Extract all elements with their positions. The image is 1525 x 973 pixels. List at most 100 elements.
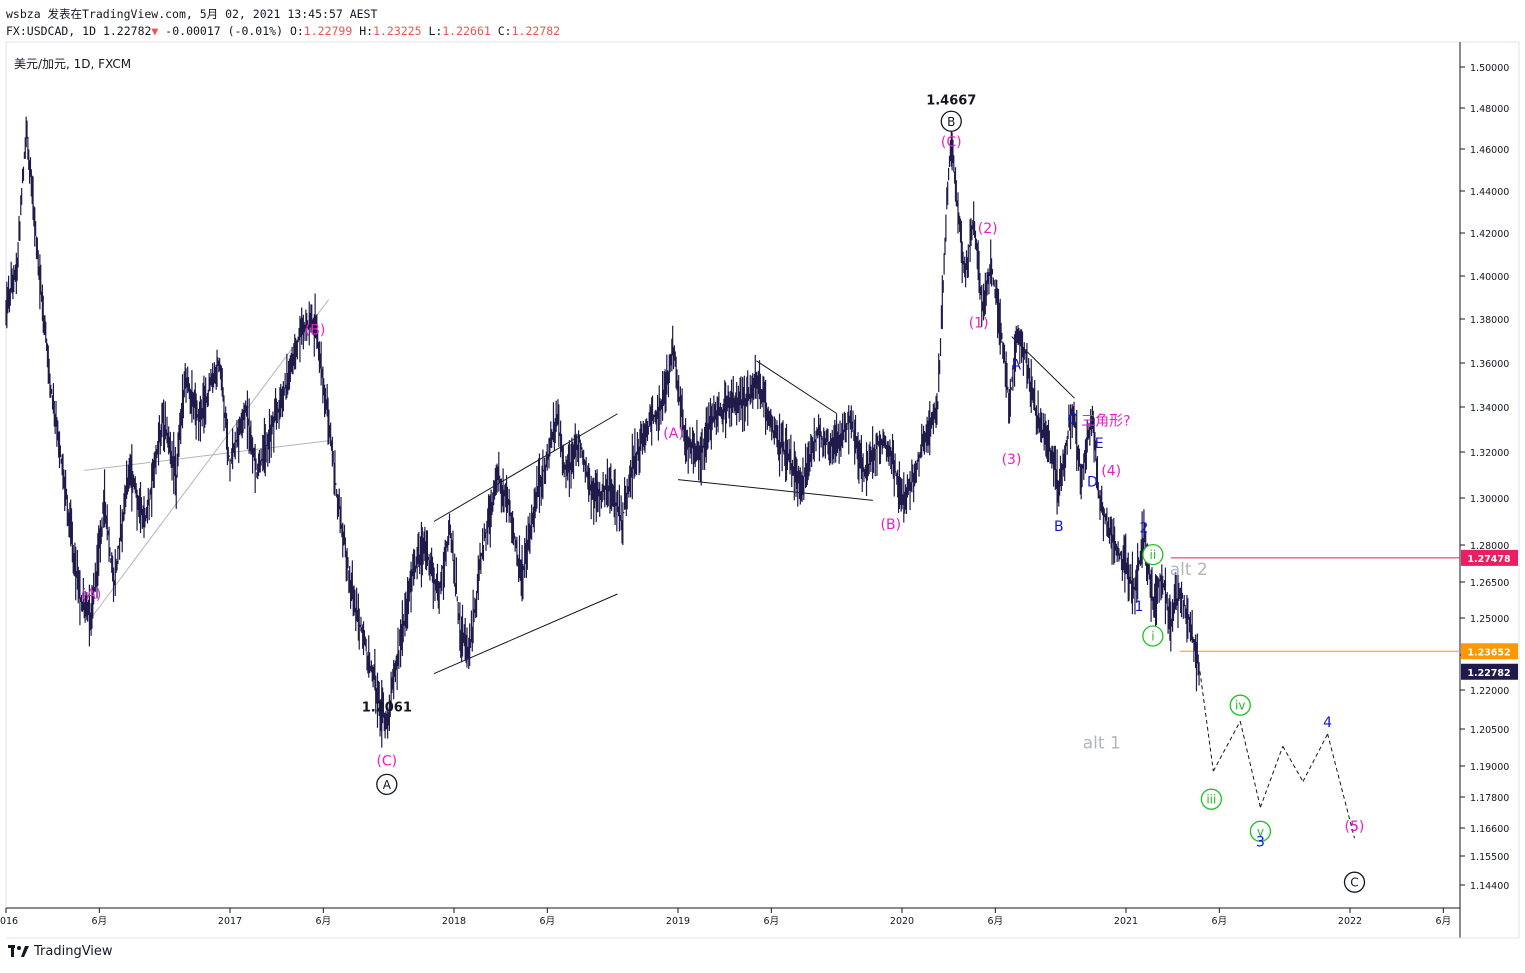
high-label: H:: [359, 24, 374, 38]
y-tick-label: 1.28000: [1470, 541, 1509, 552]
wave-label: alt 1: [1083, 733, 1121, 753]
wave-circle: [1200, 788, 1223, 810]
last-price: 1.22782: [102, 24, 152, 38]
projection-segment: [1212, 720, 1241, 772]
wave-label: (C): [941, 134, 962, 150]
y-tick-label: 1.14400: [1470, 881, 1509, 892]
high-value: 1.23225: [373, 24, 422, 38]
y-tick-label: 1.17800: [1470, 793, 1509, 804]
y-tick-label: 1.20500: [1470, 725, 1509, 736]
price-axis-box-label: 1.22782: [1467, 668, 1510, 679]
wave-label: 1.2061: [362, 700, 412, 715]
trendline: [433, 593, 618, 675]
wave-label: (2): [978, 221, 998, 237]
projection-segment: [1259, 746, 1284, 808]
x-tick-label: 2018: [442, 916, 466, 927]
close-label: C:: [497, 24, 512, 38]
y-tick-label: 1.40000: [1470, 272, 1509, 283]
tradingview-logo[interactable]: TradingView: [8, 944, 113, 959]
projection-segment: [1239, 721, 1261, 808]
projection-segment: [1302, 733, 1329, 782]
x-tick-label: 6月: [1212, 916, 1228, 927]
x-tick-label: 6月: [316, 916, 332, 927]
x-tick-label: 6月: [540, 916, 556, 927]
y-tick-label: 1.25000: [1470, 614, 1509, 625]
wave-label: 1.4667: [926, 93, 976, 108]
y-tick-label: 1.32000: [1470, 448, 1509, 459]
y-tick-label: 1.48000: [1470, 104, 1509, 115]
price-axis-box: [1461, 663, 1518, 680]
wave-circle: [940, 110, 962, 132]
projection-segment: [1199, 671, 1214, 772]
brand-text: TradingView: [34, 944, 113, 959]
wave-circle: [1142, 625, 1164, 647]
wave-label: iii: [1206, 793, 1216, 807]
wave-label: B: [1054, 519, 1064, 535]
wave-label: A: [383, 778, 392, 792]
x-tick-label: 2022: [1338, 916, 1362, 927]
wave-label: (5): [1345, 819, 1365, 835]
wave-label: ii: [1150, 548, 1157, 562]
wave-label: 1: [1134, 599, 1143, 615]
trendline: [90, 299, 329, 619]
wave-label: v: [1257, 825, 1264, 839]
y-tick-label: 1.42000: [1470, 229, 1509, 240]
y-tick-label: 1.19000: [1470, 762, 1509, 773]
wave-circle: [1229, 694, 1251, 716]
x-tick-label: 6月: [988, 916, 1004, 927]
x-tick-label: 2017: [218, 916, 242, 927]
y-tick-label: 1.30000: [1470, 494, 1509, 505]
open-value: 1.22799: [303, 24, 353, 38]
y-tick-label: 1.26500: [1470, 578, 1509, 589]
wave-label: 三角形?: [1081, 413, 1130, 429]
wave-label: (A): [81, 587, 102, 603]
wave-label: (A): [663, 426, 684, 442]
chart-symbol-label: 美元/加元, 1D, FXCM: [14, 57, 132, 71]
y-tick-label: 1.34000: [1470, 403, 1509, 414]
publish-info: wsbza 发表在TradingView.com, 5月 02, 2021 13…: [6, 7, 378, 21]
x-tick-label: 2020: [890, 916, 914, 927]
y-tick-label: 1.46000: [1470, 145, 1509, 156]
x-tick-label: 2021: [1114, 916, 1138, 927]
price-axis-box-label: 1.23652: [1467, 647, 1510, 658]
price-axis-box-label: 1.27478: [1467, 554, 1511, 565]
open-label: O:: [289, 24, 304, 38]
wave-label: 3: [1256, 834, 1265, 850]
low-value: 1.22661: [442, 24, 491, 38]
wave-label: i: [1151, 630, 1154, 644]
trendline: [433, 413, 618, 522]
projection-segment: [1327, 733, 1355, 839]
wave-circle: [376, 773, 398, 796]
wave-label: (4): [1101, 463, 1121, 479]
projection-segment: [1282, 746, 1304, 782]
y-tick-label: 1.16600: [1470, 824, 1509, 835]
wave-label: E: [1095, 436, 1104, 452]
wave-label: (1): [969, 315, 989, 331]
wave-label: alt 2: [1170, 560, 1208, 580]
x-tick-label: 6月: [1436, 916, 1452, 927]
wave-label: A: [1011, 358, 1021, 374]
wave-label: (3): [1002, 452, 1022, 468]
y-tick-label: 1.36000: [1470, 359, 1509, 370]
x-tick-label: 6月: [92, 916, 108, 927]
wave-label: iv: [1235, 699, 1245, 713]
wave-label: 4: [1323, 715, 1332, 731]
wave-circle: [1249, 820, 1272, 842]
y-tick-label: 1.15500: [1470, 852, 1509, 863]
y-tick-label: 1.50000: [1470, 63, 1509, 74]
price-axis-box: [1461, 549, 1518, 566]
trendline: [84, 440, 329, 471]
y-tick-label: 1.44000: [1470, 187, 1509, 198]
wave-label: (B): [881, 517, 902, 533]
trendline: [677, 479, 873, 501]
wave-label: D: [1087, 475, 1098, 491]
trendline: [756, 360, 838, 415]
y-tick-label: 1.22000: [1470, 686, 1509, 697]
x-tick-label: 2019: [666, 916, 690, 927]
close-value: 1.22782: [511, 24, 561, 38]
wave-label: (B): [305, 322, 326, 338]
wave-label: B: [947, 115, 955, 129]
wave-circle: [1343, 871, 1366, 893]
wave-circle: [1142, 543, 1164, 566]
